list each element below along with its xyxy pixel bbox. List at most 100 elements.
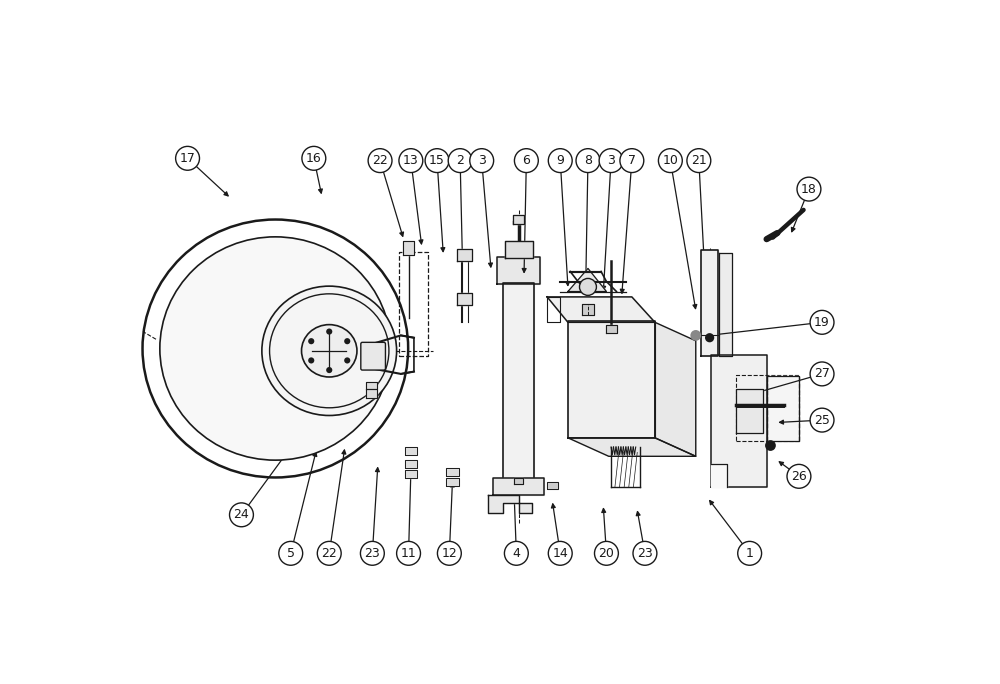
- Text: 23: 23: [637, 547, 653, 560]
- Polygon shape: [446, 478, 459, 486]
- Circle shape: [599, 148, 623, 172]
- Polygon shape: [711, 355, 767, 487]
- Text: 23: 23: [364, 547, 380, 560]
- Polygon shape: [405, 460, 417, 468]
- Polygon shape: [547, 297, 655, 322]
- Polygon shape: [655, 322, 696, 456]
- Circle shape: [399, 148, 423, 172]
- Text: 14: 14: [552, 547, 568, 560]
- Circle shape: [470, 148, 494, 172]
- Circle shape: [360, 541, 384, 565]
- Circle shape: [548, 541, 572, 565]
- Polygon shape: [736, 389, 763, 433]
- Circle shape: [448, 148, 472, 172]
- Polygon shape: [403, 241, 414, 254]
- Text: 18: 18: [801, 183, 817, 196]
- Circle shape: [810, 408, 834, 432]
- Text: 4: 4: [512, 547, 520, 560]
- Text: 3: 3: [478, 154, 486, 167]
- Text: 24: 24: [234, 508, 249, 521]
- Circle shape: [787, 464, 811, 488]
- Text: 8: 8: [584, 154, 592, 167]
- Text: 15: 15: [429, 154, 445, 167]
- Text: 25: 25: [814, 414, 830, 427]
- Circle shape: [368, 148, 392, 172]
- Polygon shape: [488, 495, 532, 512]
- Circle shape: [437, 541, 461, 565]
- Text: 17: 17: [180, 152, 195, 165]
- Circle shape: [633, 541, 657, 565]
- Ellipse shape: [160, 237, 391, 460]
- Polygon shape: [568, 438, 696, 456]
- Circle shape: [317, 541, 341, 565]
- Circle shape: [765, 440, 776, 451]
- Text: 22: 22: [372, 154, 388, 167]
- Circle shape: [687, 148, 711, 172]
- Polygon shape: [701, 250, 718, 356]
- Text: 1: 1: [746, 547, 754, 560]
- Circle shape: [620, 148, 644, 172]
- Polygon shape: [457, 249, 472, 261]
- Polygon shape: [366, 382, 377, 389]
- Text: 20: 20: [599, 547, 614, 560]
- Polygon shape: [514, 478, 523, 484]
- Polygon shape: [568, 268, 606, 291]
- Text: 3: 3: [607, 154, 615, 167]
- Text: 5: 5: [287, 547, 295, 560]
- Text: 6: 6: [522, 154, 530, 167]
- Polygon shape: [405, 447, 417, 455]
- Circle shape: [230, 503, 253, 527]
- Circle shape: [738, 541, 762, 565]
- Circle shape: [690, 330, 701, 341]
- Ellipse shape: [579, 278, 596, 295]
- Text: 10: 10: [662, 154, 678, 167]
- Text: 21: 21: [691, 154, 707, 167]
- Circle shape: [326, 367, 332, 373]
- Circle shape: [344, 338, 350, 344]
- Polygon shape: [503, 283, 534, 479]
- Polygon shape: [446, 468, 459, 475]
- Circle shape: [279, 541, 303, 565]
- Ellipse shape: [302, 325, 357, 377]
- Polygon shape: [582, 304, 594, 315]
- Text: 13: 13: [403, 154, 419, 167]
- Polygon shape: [366, 389, 377, 398]
- Circle shape: [344, 357, 350, 363]
- Text: 2: 2: [456, 154, 464, 167]
- Text: 22: 22: [321, 547, 337, 560]
- Text: 27: 27: [814, 367, 830, 380]
- Ellipse shape: [262, 286, 397, 415]
- Polygon shape: [493, 478, 544, 495]
- Circle shape: [595, 541, 618, 565]
- Circle shape: [326, 328, 332, 334]
- Polygon shape: [513, 215, 524, 224]
- Text: 26: 26: [791, 470, 807, 483]
- Polygon shape: [606, 326, 617, 333]
- Circle shape: [514, 148, 538, 172]
- Text: 12: 12: [441, 547, 457, 560]
- Polygon shape: [719, 253, 732, 356]
- Circle shape: [308, 357, 314, 363]
- Circle shape: [658, 148, 682, 172]
- Circle shape: [548, 148, 572, 172]
- Text: 9: 9: [556, 154, 564, 167]
- Circle shape: [302, 146, 326, 170]
- Polygon shape: [497, 257, 540, 284]
- Text: 11: 11: [401, 547, 416, 560]
- Circle shape: [797, 177, 821, 201]
- Polygon shape: [547, 482, 558, 490]
- Polygon shape: [568, 321, 655, 438]
- Circle shape: [308, 338, 314, 344]
- Text: 7: 7: [628, 154, 636, 167]
- Circle shape: [425, 148, 449, 172]
- Polygon shape: [457, 293, 472, 304]
- Polygon shape: [711, 464, 727, 487]
- Circle shape: [176, 146, 199, 170]
- Circle shape: [504, 541, 528, 565]
- Polygon shape: [505, 241, 533, 259]
- Circle shape: [576, 148, 600, 172]
- Circle shape: [810, 362, 834, 386]
- Circle shape: [705, 333, 714, 342]
- Text: 16: 16: [306, 152, 322, 165]
- Circle shape: [397, 541, 420, 565]
